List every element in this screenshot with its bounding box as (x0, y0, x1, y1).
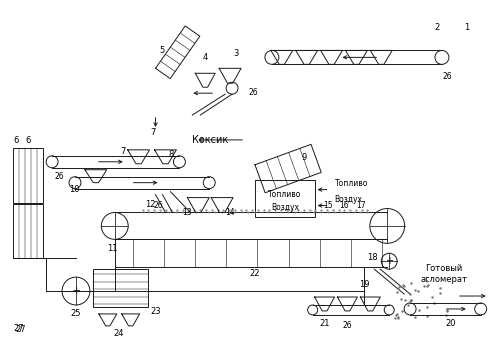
Text: 9: 9 (302, 153, 307, 162)
Text: 20: 20 (446, 319, 456, 328)
Text: 8: 8 (168, 150, 174, 159)
Bar (14, 148, 43, 203)
Text: 3: 3 (233, 49, 238, 58)
Text: +: + (385, 256, 393, 266)
Text: 13: 13 (182, 208, 192, 217)
Text: 26: 26 (248, 88, 258, 97)
Text: 5: 5 (160, 46, 165, 55)
Bar (14, 204, 43, 258)
Text: 10: 10 (68, 185, 79, 194)
Text: 27: 27 (14, 324, 24, 333)
Bar (93, 269, 148, 307)
Text: Воздух: Воздух (271, 203, 299, 211)
Text: 26: 26 (154, 201, 164, 209)
Text: 22: 22 (250, 269, 260, 278)
Text: 21: 21 (320, 319, 330, 328)
Text: 14: 14 (225, 208, 235, 217)
Text: 7: 7 (150, 128, 156, 137)
Text: 15: 15 (322, 201, 332, 209)
Text: 6: 6 (26, 136, 31, 145)
Text: 7: 7 (120, 147, 126, 156)
Text: 18: 18 (366, 253, 378, 262)
Bar (255, 180, 314, 218)
Text: 6: 6 (14, 136, 18, 145)
Text: 26: 26 (342, 321, 352, 330)
Text: 2: 2 (434, 23, 439, 32)
Text: 19: 19 (359, 280, 370, 288)
Text: Воздух: Воздух (334, 195, 362, 204)
Text: 25: 25 (70, 309, 81, 318)
Text: 23: 23 (150, 307, 161, 316)
Text: 27: 27 (16, 325, 26, 334)
Text: 1: 1 (464, 23, 469, 32)
Text: Готовый
агломерат: Готовый агломерат (420, 265, 468, 284)
Text: 4: 4 (202, 53, 208, 62)
Text: 12: 12 (145, 200, 156, 209)
Text: 11: 11 (108, 244, 118, 253)
Text: Топливо: Топливо (268, 190, 302, 198)
Text: Коксик: Коксик (192, 135, 228, 145)
Text: 17: 17 (356, 201, 366, 209)
Text: 26: 26 (54, 172, 64, 181)
Text: Топливо: Топливо (334, 179, 368, 188)
Text: +: + (72, 286, 80, 296)
Text: 24: 24 (114, 329, 124, 338)
Text: 26: 26 (442, 72, 452, 81)
Text: 16: 16 (340, 201, 349, 209)
